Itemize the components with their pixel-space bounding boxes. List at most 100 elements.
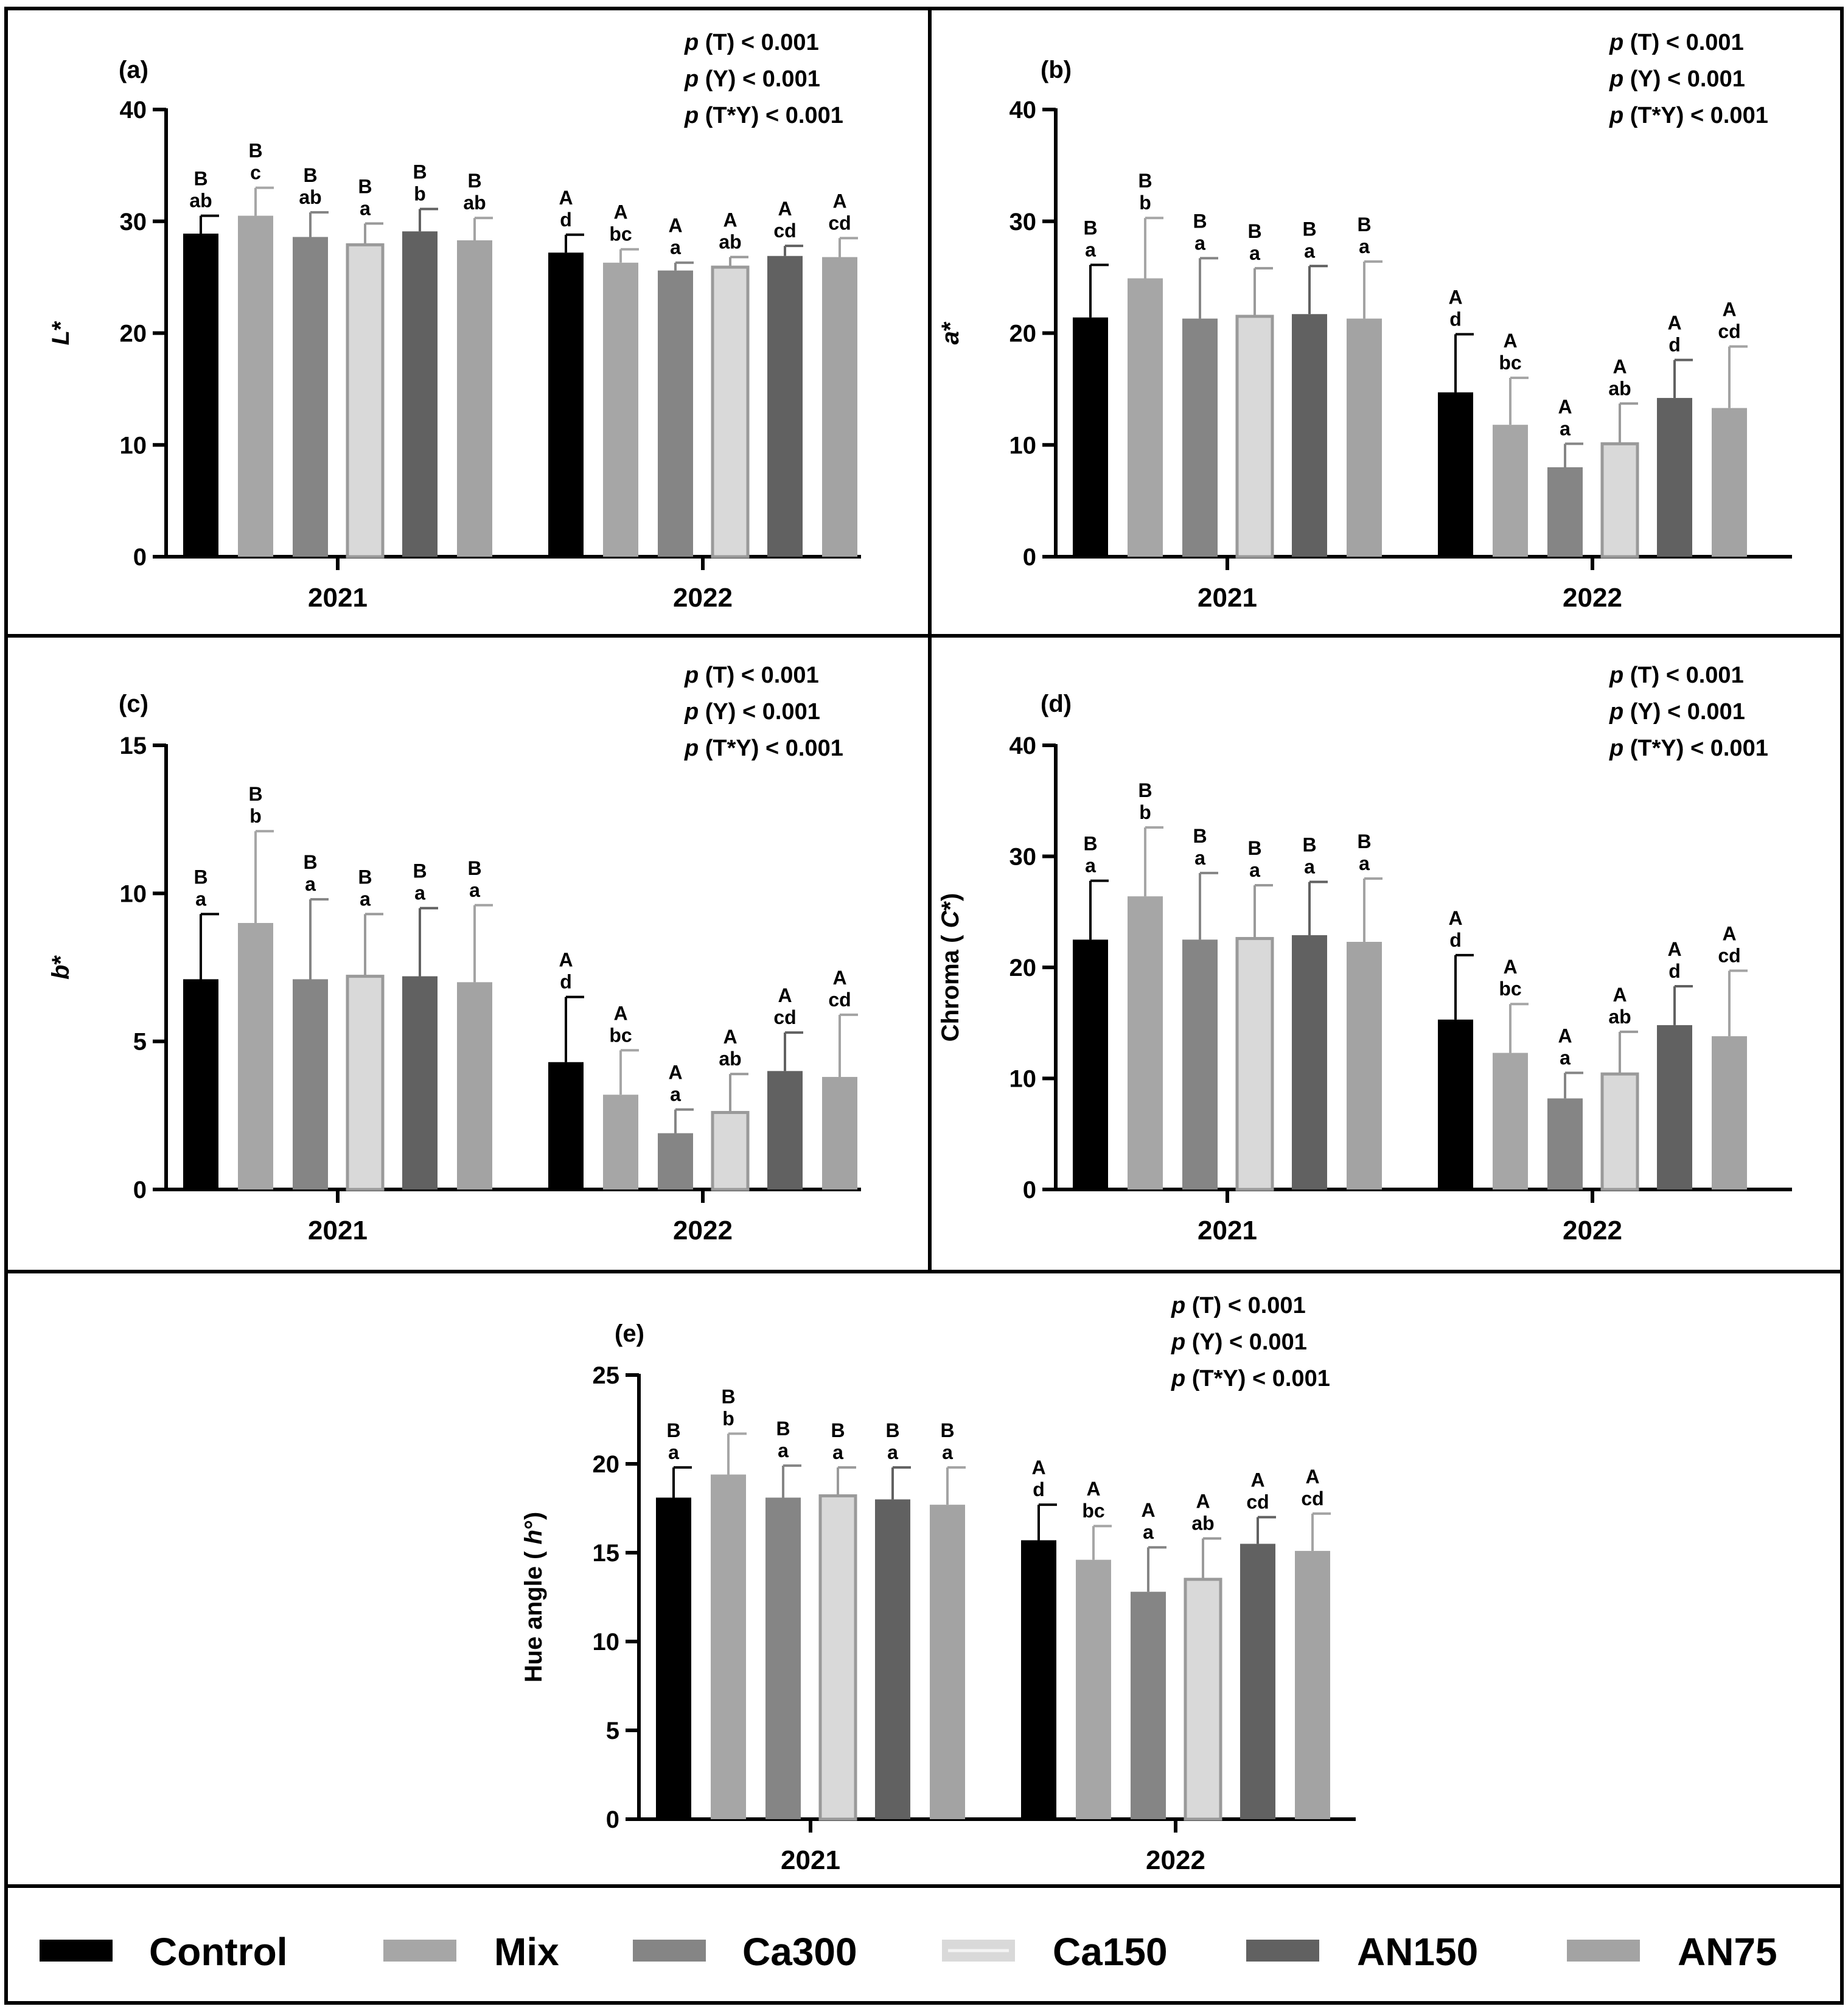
letter-upper: B	[1083, 217, 1097, 239]
y-tick-label: 40	[1009, 97, 1037, 124]
legend-label-ca300: Ca300	[742, 1930, 857, 1974]
letter-upper: A	[559, 949, 573, 971]
letter-upper: B	[358, 866, 372, 888]
y-axis-label: b*	[47, 955, 74, 980]
x-tick-label: 2021	[1198, 1216, 1257, 1245]
letter-lower: ab	[719, 1048, 741, 1070]
stat-text: p (T) < 0.001	[684, 30, 819, 55]
y-tick-label: 5	[133, 1029, 147, 1056]
letter-upper: A	[1305, 1466, 1319, 1488]
letter-lower: d	[1449, 929, 1462, 951]
letter-upper: B	[303, 164, 317, 186]
letter-lower: a	[360, 197, 371, 219]
bar-ca150	[346, 243, 385, 559]
letter-upper: B	[1083, 833, 1097, 855]
letter-upper: A	[1086, 1478, 1100, 1500]
letter-upper: B	[1193, 825, 1207, 847]
letter-upper: A	[778, 198, 792, 220]
legend-swatch-mix	[383, 1940, 456, 1962]
y-tick-label: 0	[133, 1177, 147, 1203]
bar-ca300	[293, 237, 328, 557]
letter-upper: A	[613, 1002, 627, 1024]
letter-lower: d	[1668, 960, 1681, 982]
letter-lower: a	[414, 882, 425, 904]
letter-lower: a	[1249, 859, 1260, 881]
letter-upper: B	[1357, 830, 1371, 852]
bar-mix	[1493, 425, 1528, 557]
y-tick-label: 10	[1009, 1066, 1037, 1093]
letter-upper: B	[194, 866, 207, 888]
bar-an150	[402, 231, 438, 557]
y-tick-label: 15	[120, 733, 147, 759]
bar-an150	[1292, 314, 1327, 557]
letter-lower: a	[1359, 852, 1370, 874]
panel-label: (b)	[1041, 57, 1072, 83]
bar-ca150	[818, 1494, 857, 1821]
x-tick-label: 2022	[673, 1216, 733, 1245]
letter-lower: a	[1359, 235, 1370, 257]
letter-lower: cd	[773, 220, 796, 242]
figure-outer-border	[4, 7, 1844, 2005]
letter-lower: b	[722, 1407, 734, 1429]
bar-an150	[1657, 1025, 1692, 1189]
y-axis-label: L*	[47, 321, 74, 345]
letter-upper: A	[723, 1026, 737, 1048]
letter-lower: a	[1194, 232, 1205, 254]
letter-lower: ab	[463, 192, 486, 214]
bar-an150	[1657, 398, 1692, 557]
letter-lower: bc	[609, 223, 632, 245]
letter-upper: A	[1141, 1499, 1155, 1521]
letter-upper: A	[1613, 984, 1627, 1006]
letter-upper: B	[885, 1419, 899, 1441]
letter-upper: A	[1722, 922, 1736, 944]
letter-lower: ab	[1608, 1006, 1631, 1028]
letter-upper: B	[1193, 210, 1207, 232]
stat-text: p (T*Y) < 0.001	[684, 103, 843, 128]
letter-lower: b	[414, 183, 426, 205]
letter-lower: d	[560, 971, 572, 993]
letter-lower: a	[670, 1084, 681, 1105]
bar-an150	[767, 1071, 803, 1189]
stat-text: p (Y) < 0.001	[1609, 699, 1745, 725]
y-tick-label: 5	[606, 1718, 619, 1744]
letter-lower: bc	[1499, 352, 1521, 374]
letter-upper: A	[613, 201, 627, 223]
y-tick-label: 0	[133, 544, 147, 571]
letter-lower: b	[1139, 192, 1151, 214]
panel-label: (a)	[119, 57, 148, 83]
letter-lower: cd	[828, 212, 851, 234]
letter-upper: B	[1302, 218, 1316, 240]
letter-lower: a	[360, 888, 371, 910]
letter-lower: a	[1085, 239, 1096, 260]
legend-label-control: Control	[149, 1930, 288, 1974]
letter-lower: a	[1560, 1046, 1571, 1068]
letter-lower: ab	[719, 231, 741, 253]
bar-control	[183, 979, 218, 1189]
y-tick-label: 0	[1023, 544, 1036, 571]
stat-text: p (Y) < 0.001	[684, 66, 820, 92]
panel-a: (a) p (T) < 0.001 p (Y) < 0.001 p (T*Y) < 0…	[47, 30, 861, 613]
letter-upper: B	[194, 168, 207, 190]
letter-lower: cd	[773, 1006, 796, 1028]
letter-lower: d	[560, 209, 572, 231]
bar-an75	[1347, 942, 1382, 1189]
bar-an75	[1347, 318, 1382, 557]
bar-mix	[1128, 278, 1163, 557]
letter-upper: A	[832, 190, 846, 212]
bar-an150	[1292, 935, 1327, 1189]
stat-text: p (T) < 0.001	[1171, 1293, 1306, 1318]
letter-upper: A	[1448, 286, 1462, 308]
panel-c: (c) p (T) < 0.001 p (Y) < 0.001 p (T*Y) < 0…	[47, 663, 861, 1245]
letter-lower: a	[1304, 855, 1315, 877]
y-tick-label: 25	[593, 1362, 620, 1389]
letter-upper: A	[723, 209, 737, 231]
bar-ca300	[1182, 318, 1218, 557]
bar-an75	[1712, 1036, 1747, 1189]
letter-upper: B	[666, 1419, 680, 1441]
bar-ca150	[1235, 937, 1274, 1191]
y-tick-label: 20	[120, 321, 147, 347]
bar-control	[1438, 392, 1473, 557]
bar-ca150	[711, 265, 750, 559]
bar-ca300	[1547, 1098, 1583, 1189]
x-tick-label: 2022	[673, 583, 733, 613]
